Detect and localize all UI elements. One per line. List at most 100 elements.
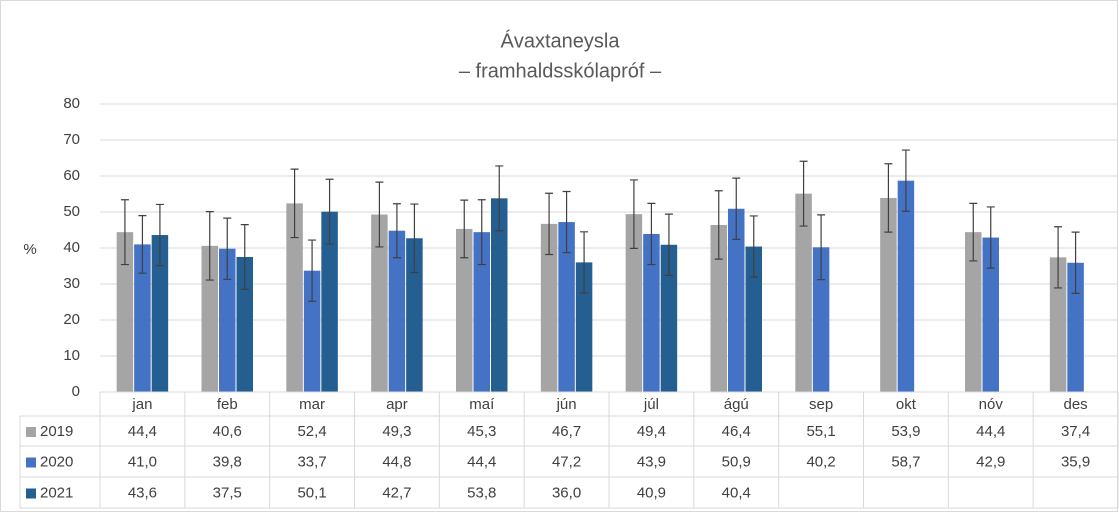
table-value: 41,0 (128, 453, 157, 470)
bar (795, 193, 812, 392)
bar (151, 235, 169, 392)
bar (728, 208, 745, 392)
y-tick-label: 10 (63, 347, 80, 364)
table-value: 37,5 (213, 484, 242, 501)
error-bar (495, 165, 504, 232)
error-bar (155, 203, 164, 267)
y-tick-label: 60 (63, 167, 80, 184)
table-value: 37,4 (1061, 423, 1090, 440)
table-value: 53,8 (467, 484, 496, 501)
bar (1049, 257, 1067, 392)
bar (236, 257, 253, 392)
error-bar (732, 177, 741, 240)
legend-swatch (26, 457, 36, 468)
error-bar (392, 203, 401, 259)
x-tick-label: júl (643, 396, 659, 413)
table-value: 55,1 (806, 423, 835, 440)
error-bar (120, 199, 129, 266)
error-bar (138, 215, 147, 274)
error-bar (986, 206, 995, 269)
bar (812, 247, 830, 392)
error-bar (308, 239, 317, 302)
x-tick-label: sep (809, 396, 833, 413)
y-tick-label: 0 (72, 383, 80, 400)
table-value: 43,6 (128, 484, 157, 501)
bar (965, 232, 982, 392)
error-bar (375, 181, 384, 248)
bar (201, 245, 218, 392)
chart-title: Ávaxtaneysla (501, 29, 621, 52)
table-value: 50,9 (722, 453, 751, 470)
x-tick-label: jan (131, 396, 152, 413)
bar (303, 270, 321, 392)
table-value: 49,3 (382, 423, 411, 440)
bar (982, 237, 999, 392)
y-tick-label: 30 (63, 275, 80, 292)
bar (406, 238, 423, 392)
bar (116, 232, 134, 392)
y-tick-label: 70 (63, 131, 80, 148)
bar (491, 198, 508, 392)
bar (371, 214, 388, 392)
bar (625, 214, 643, 392)
table-value: 40,2 (806, 453, 835, 470)
error-bar (817, 214, 826, 281)
bar (897, 180, 915, 392)
table-value: 50,1 (297, 484, 326, 501)
table-value: 40,9 (637, 484, 666, 501)
error-bar (580, 231, 589, 294)
error-bar (969, 202, 978, 262)
table-value: 47,2 (552, 453, 581, 470)
error-bar (562, 190, 571, 254)
table-value: 35,9 (1061, 453, 1090, 470)
table-value: 42,7 (382, 484, 411, 501)
bar (388, 230, 406, 392)
table-value: 46,4 (722, 423, 751, 440)
bar (321, 211, 338, 392)
error-bar (1054, 226, 1063, 289)
x-tick-label: feb (217, 396, 238, 413)
chart-subtitle: – framhaldsskólapróf – (459, 60, 662, 82)
legend-label: 2020 (40, 453, 73, 470)
error-bar (664, 213, 673, 276)
x-tick-label: ágú (724, 396, 749, 413)
error-bar (799, 160, 808, 227)
table-value: 42,9 (976, 453, 1005, 470)
error-bar (714, 190, 723, 260)
error-bar (629, 179, 638, 249)
bar (558, 222, 575, 392)
table-value: 44,4 (128, 423, 157, 440)
x-tick-label: apr (386, 396, 408, 413)
error-bar (749, 215, 758, 278)
error-bar (545, 192, 554, 256)
x-tick-label: maí (469, 396, 495, 413)
bar (134, 244, 151, 392)
table-value: 36,0 (552, 484, 581, 501)
error-bar (223, 217, 232, 280)
table-value: 39,8 (213, 453, 242, 470)
error-bar (240, 224, 249, 290)
table-value: 40,4 (722, 484, 751, 501)
table-value: 58,7 (891, 453, 920, 470)
error-bar (477, 199, 486, 266)
x-tick-label: des (1063, 396, 1087, 413)
bar (286, 203, 303, 392)
table-value: 44,4 (467, 453, 496, 470)
table-value: 45,3 (467, 423, 496, 440)
bar (710, 224, 727, 392)
error-bar (647, 202, 656, 266)
error-bar (205, 211, 214, 281)
table-value: 33,7 (297, 453, 326, 470)
table-value: 46,7 (552, 423, 581, 440)
bar (540, 223, 558, 392)
bar (1067, 262, 1084, 392)
bar (575, 262, 593, 392)
x-tick-label: nóv (979, 396, 1004, 413)
table-value: 43,9 (637, 453, 666, 470)
table-value: 40,6 (213, 423, 242, 440)
error-bar (1071, 231, 1080, 294)
x-tick-label: mar (299, 396, 325, 413)
legend-swatch (26, 427, 36, 437)
